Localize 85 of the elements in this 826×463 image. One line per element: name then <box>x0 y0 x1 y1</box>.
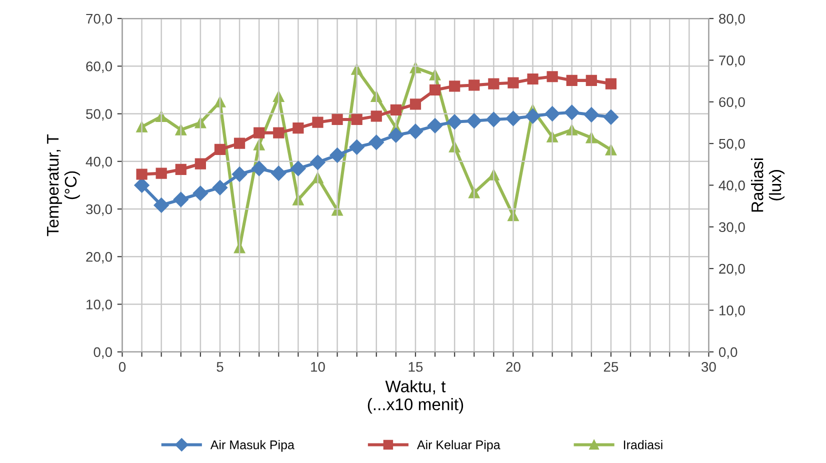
y2-tick-label: 80,0 <box>719 14 745 26</box>
point <box>212 180 228 196</box>
point <box>332 114 343 126</box>
point <box>410 98 422 110</box>
point <box>194 117 206 128</box>
x-tick-label: 25 <box>604 362 618 372</box>
point <box>134 178 150 193</box>
x-tick-label: 20 <box>506 362 520 372</box>
point <box>390 104 402 116</box>
point <box>584 107 599 122</box>
point <box>527 73 538 85</box>
point <box>192 186 208 201</box>
y-axis-title: Temperatur, T (°C) <box>47 134 80 236</box>
point <box>271 166 286 181</box>
legend-label: Iradiasi <box>624 440 662 450</box>
legend-label: Air Keluar Pipa <box>416 440 500 452</box>
point <box>603 110 619 125</box>
point <box>466 113 482 128</box>
point <box>468 187 480 198</box>
y-tick-label: 10,0 <box>86 300 112 312</box>
point <box>254 139 265 150</box>
x-tick-label: 0 <box>118 362 126 372</box>
y-tick-label: 20,0 <box>86 252 112 264</box>
point <box>234 138 246 149</box>
point <box>173 192 188 208</box>
point <box>273 127 284 138</box>
point <box>486 112 502 128</box>
point <box>368 134 384 150</box>
point <box>429 84 441 96</box>
y2-tick-label: 30,0 <box>718 222 745 234</box>
y-tick-label: 30,0 <box>86 204 112 216</box>
y2-tick-label: 60,0 <box>719 97 745 109</box>
point <box>214 144 226 156</box>
point <box>468 80 480 91</box>
x-tick-label: 30 <box>702 362 716 372</box>
y-tick-label: 50,0 <box>86 109 112 121</box>
point <box>290 160 306 176</box>
point <box>566 74 578 86</box>
y-tick-label: 60,0 <box>86 61 112 73</box>
point <box>194 158 206 170</box>
y2-tick-label: 40,0 <box>718 180 745 192</box>
point <box>136 168 148 180</box>
point <box>506 110 521 126</box>
point <box>330 148 345 163</box>
point <box>175 124 186 136</box>
point <box>292 122 304 134</box>
y2-tick-label: 0,0 <box>718 347 738 359</box>
point <box>156 168 167 179</box>
point <box>586 74 597 86</box>
point <box>447 114 462 130</box>
point <box>388 128 404 143</box>
y-tick-label: 70,0 <box>86 14 112 26</box>
x-tick-label: 5 <box>216 362 224 372</box>
y2-tick-label: 20,0 <box>719 264 745 276</box>
point <box>351 114 362 126</box>
y2-axis-title: Radiasi (lux) <box>751 158 784 212</box>
x-axis-title: Waktu, t (...x10 menit) <box>368 380 464 414</box>
y2-tick-label: 50,0 <box>718 138 745 150</box>
y-tick-label: 40,0 <box>86 156 112 168</box>
point <box>175 164 186 176</box>
point <box>546 71 558 82</box>
point <box>408 124 424 139</box>
point <box>449 80 460 92</box>
point <box>312 116 324 128</box>
point <box>488 78 500 90</box>
point <box>370 110 382 122</box>
point <box>605 78 617 90</box>
legend-label: Air Masuk Pipa <box>210 440 294 452</box>
point <box>586 132 597 144</box>
y2-tick-label: 70,0 <box>719 56 745 67</box>
point <box>232 166 248 182</box>
point <box>154 198 169 213</box>
point <box>508 77 519 88</box>
x-tick-label: 15 <box>408 362 423 372</box>
point <box>525 108 540 124</box>
x-tick-label: 10 <box>311 362 325 372</box>
point <box>310 154 326 170</box>
point <box>427 118 443 134</box>
y2-tick-label: 10,0 <box>719 306 745 318</box>
point <box>252 160 267 176</box>
point <box>544 106 560 122</box>
point <box>349 140 364 155</box>
point <box>254 127 265 138</box>
point <box>564 104 580 120</box>
y-tick-label: 0,0 <box>94 347 112 359</box>
